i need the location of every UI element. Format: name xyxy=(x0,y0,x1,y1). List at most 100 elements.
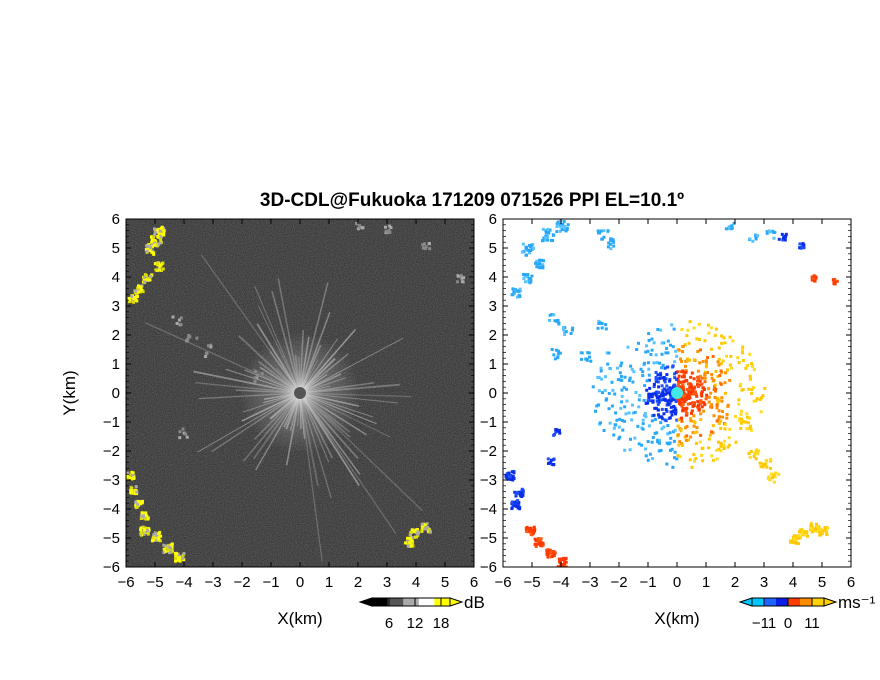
echo-cell xyxy=(678,455,682,459)
echo-cell xyxy=(687,341,691,345)
echo-cell xyxy=(696,375,700,379)
echo-cell xyxy=(641,427,645,431)
echo-cell xyxy=(645,388,649,392)
echo-cell xyxy=(132,296,136,300)
echo-cell xyxy=(665,391,669,395)
echo-cell xyxy=(685,378,689,382)
echo-cell xyxy=(409,544,413,548)
echo-cell xyxy=(129,489,133,493)
echo-cell xyxy=(425,522,429,526)
echo-cell xyxy=(676,379,680,383)
echo-cell xyxy=(512,476,516,480)
echo-cell xyxy=(170,548,174,552)
echo-cell xyxy=(156,228,160,232)
echo-cell xyxy=(128,476,132,480)
echo-cell xyxy=(744,420,748,424)
echo-cell xyxy=(511,474,515,478)
echo-cell xyxy=(660,427,664,431)
echo-cell xyxy=(722,336,726,340)
echo-cell xyxy=(715,419,719,423)
echo-cell xyxy=(546,550,550,554)
echo-cell xyxy=(737,398,741,402)
echo-cell xyxy=(673,376,677,380)
echo-cell xyxy=(614,411,618,415)
echo-cell xyxy=(683,343,687,347)
echo-cell xyxy=(523,280,527,284)
echo-cell xyxy=(729,354,733,358)
echo-cell xyxy=(144,511,148,515)
echo-cell xyxy=(716,401,720,405)
echo-cell xyxy=(747,416,751,420)
echo-cell xyxy=(689,419,693,423)
echo-cell xyxy=(695,426,699,430)
echo-cell xyxy=(784,232,788,236)
echo-cell xyxy=(534,261,538,265)
echo-cell xyxy=(746,421,750,425)
echo-cell xyxy=(740,421,744,425)
echo-cell xyxy=(665,365,669,369)
echo-cell xyxy=(704,360,708,364)
colorbar-segment xyxy=(752,598,765,606)
echo-cell xyxy=(455,280,459,284)
echo-cell xyxy=(518,287,522,291)
x-tick-label: 4 xyxy=(412,574,420,591)
echo-cell xyxy=(387,229,391,233)
echo-cell xyxy=(742,420,746,424)
echo-cell xyxy=(680,327,684,331)
echo-cell xyxy=(534,545,538,549)
echo-cell xyxy=(653,431,657,435)
echo-cell xyxy=(516,504,520,508)
echo-cell xyxy=(643,411,647,415)
echo-cell xyxy=(522,277,526,281)
x-tick-label: −4 xyxy=(175,574,192,591)
echo-cell xyxy=(636,424,640,428)
echo-cell xyxy=(142,532,146,536)
echo-cell xyxy=(656,380,660,384)
echo-cell xyxy=(823,526,827,530)
echo-cell xyxy=(156,532,160,536)
chart-title: 3D-CDL@Fukuoka 171209 071526 PPI EL=10.1… xyxy=(260,190,684,211)
echo-cell xyxy=(755,448,759,452)
colorbar-segment xyxy=(418,598,435,606)
echo-cell xyxy=(555,225,559,229)
echo-cell xyxy=(661,391,665,395)
echo-cell xyxy=(460,276,464,280)
colorbar-segment xyxy=(800,598,813,606)
echo-cell xyxy=(814,275,818,279)
echo-cell xyxy=(599,366,603,370)
echo-cell xyxy=(740,409,744,413)
echo-cell xyxy=(684,396,688,400)
echo-cell xyxy=(677,418,681,422)
echo-cell xyxy=(685,434,689,438)
echo-cell xyxy=(691,431,695,435)
echo-cell xyxy=(152,538,156,542)
echo-cell xyxy=(657,385,661,389)
echo-cell xyxy=(552,462,556,466)
echo-cell xyxy=(680,419,684,423)
echo-cell xyxy=(692,401,696,405)
echo-cell xyxy=(650,440,654,444)
echo-cell xyxy=(649,392,653,396)
echo-cell xyxy=(758,398,762,402)
echo-cell xyxy=(721,410,725,414)
echo-cell xyxy=(549,238,553,242)
echo-cell xyxy=(148,278,152,282)
echo-cell xyxy=(518,294,522,298)
echo-cell xyxy=(596,229,600,233)
echo-cell xyxy=(153,241,157,245)
colorbar-segment xyxy=(764,598,777,606)
echo-cell xyxy=(800,533,804,537)
echo-cell xyxy=(411,544,415,548)
echo-cell xyxy=(669,410,673,414)
echo-cell xyxy=(692,404,696,408)
echo-cell xyxy=(757,449,761,453)
y-tick-label: 3 xyxy=(112,298,120,315)
echo-cell xyxy=(710,403,714,407)
echo-cell xyxy=(679,359,683,363)
echo-cell xyxy=(700,382,704,386)
y-tick-label: 2 xyxy=(112,327,120,344)
echo-cell xyxy=(155,243,159,247)
echo-cell xyxy=(603,375,607,379)
echo-cell xyxy=(739,426,743,430)
echo-cell xyxy=(159,226,163,230)
